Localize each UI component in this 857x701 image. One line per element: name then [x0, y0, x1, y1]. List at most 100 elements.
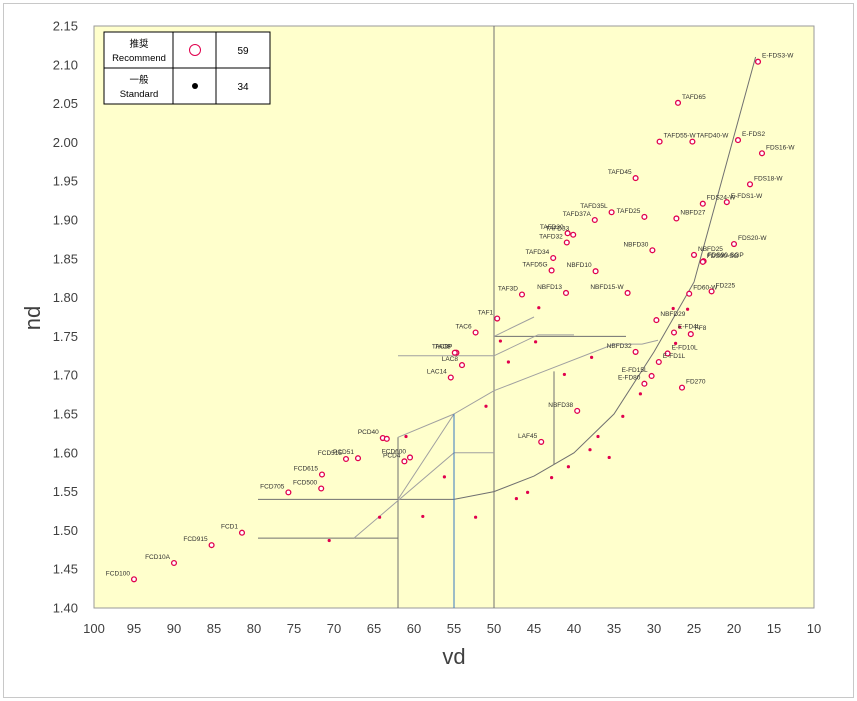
recommend-point [383, 435, 390, 442]
recommend-point [447, 374, 454, 381]
recommend-point [674, 99, 682, 106]
boundary-main-curve [258, 56, 757, 500]
x-tick-label: 85 [207, 621, 221, 636]
y-axis-title: nd [20, 306, 45, 330]
point-label: E-FD15L [622, 367, 648, 374]
point-label: LAC8 [442, 356, 459, 363]
x-tick-label: 100 [83, 621, 105, 636]
recommend-point [342, 455, 350, 463]
y-tick-label: 2.15 [53, 19, 78, 34]
point-label: NBFD25 [698, 246, 723, 253]
point-label: FCD615 [294, 466, 319, 473]
point-label: FCD1 [221, 524, 238, 531]
recommend-point [591, 216, 598, 224]
standard-point [537, 306, 541, 310]
recommend-point [641, 380, 648, 387]
point-label: TAFD25 [617, 208, 641, 215]
recommend-point [656, 138, 663, 145]
x-tick-label: 50 [487, 621, 501, 636]
standard-point [421, 514, 425, 519]
x-tick-label: 30 [647, 621, 661, 636]
x-tick-label: 95 [127, 621, 141, 636]
y-tick-label: 1.70 [53, 368, 78, 383]
y-tick-label: 1.65 [53, 407, 78, 422]
recommend-point [687, 331, 694, 338]
x-tick-label: 65 [367, 621, 381, 636]
point-label: TAFD30 [540, 224, 564, 231]
recommend-point [550, 254, 557, 262]
point-label: PCD51 [333, 449, 354, 456]
point-label: NBFD32 [607, 343, 632, 350]
point-label: TAF1 [478, 310, 494, 317]
point-label: TAFD55-W [664, 133, 697, 140]
y-tick-label: 2.05 [53, 96, 78, 111]
legend-recommend-label-jp: 推奨 [129, 38, 149, 50]
recommend-point [592, 268, 599, 275]
legend-recommend-label-en: Recommend [112, 53, 166, 64]
standard-point [526, 490, 530, 494]
x-tick-label: 40 [567, 621, 581, 636]
x-tick-label: 45 [527, 621, 541, 636]
recommend-point [608, 209, 615, 216]
recommend-point [653, 317, 660, 324]
standard-point [514, 496, 519, 501]
standard-point [621, 414, 625, 418]
x-tick-label: 60 [407, 621, 421, 636]
recommend-point [170, 559, 178, 567]
recommend-point [730, 241, 738, 248]
point-label: E-FDS3-W [762, 53, 794, 60]
point-label: NBFD30 [623, 241, 648, 248]
y-tick-label: 1.50 [53, 523, 78, 538]
point-label: TAC8P [432, 344, 452, 351]
x-tick-label: 70 [327, 621, 341, 636]
x-tick-label: 10 [807, 621, 821, 636]
point-label: FDS24-W [707, 195, 736, 202]
point-label: FCD915 [183, 536, 208, 543]
point-label: FD270 [686, 379, 706, 386]
point-label: NBFD38 [548, 402, 573, 409]
standard-point [498, 339, 502, 343]
recommend-point [401, 458, 408, 465]
point-label: NBFD29 [660, 311, 685, 318]
standard-point [442, 475, 446, 479]
point-label: TAFD45 [608, 169, 632, 176]
standard-point [638, 392, 643, 396]
recommend-point [708, 288, 715, 295]
standard-point [590, 355, 594, 359]
y-tick-label: 1.55 [53, 484, 78, 499]
point-label: FCD100 [106, 570, 131, 577]
point-label: FCD600 [382, 448, 407, 455]
point-label: FD225 [716, 282, 736, 289]
point-label: E-FD10L [672, 344, 698, 351]
recommend-point [548, 267, 555, 274]
point-label: NBFD13 [537, 284, 562, 291]
point-label: LAF45 [518, 433, 538, 440]
standard-point [671, 306, 675, 311]
recommend-point [624, 289, 631, 296]
standard-point [378, 515, 382, 519]
point-label: E-FDS1-W [731, 193, 763, 200]
point-label: TAFD37A [563, 211, 592, 218]
recommend-point [664, 350, 671, 357]
boundary-light-3 [397, 413, 455, 438]
point-label: FDS90-SG [707, 253, 739, 260]
recommend-point [746, 181, 754, 188]
point-label: FDS20-W [738, 235, 767, 242]
glass-region-boundaries [258, 26, 757, 608]
recommend-point [564, 230, 571, 237]
recommend-point [406, 454, 414, 461]
recommend-point [494, 315, 501, 322]
point-label: E-FD80 [618, 375, 641, 382]
recommend-point [648, 372, 655, 380]
boundary-light-5 [493, 316, 535, 337]
point-label: PCD4 [383, 452, 401, 459]
standard-point [674, 341, 678, 345]
standard-point [327, 538, 331, 543]
point-label: FD60-W [693, 285, 718, 292]
y-tick-label: 1.60 [53, 445, 78, 460]
standard-point [506, 360, 510, 364]
point-label: TAC6 [455, 324, 472, 331]
standard-point [562, 372, 567, 377]
point-label: TAFD34 [525, 249, 549, 256]
